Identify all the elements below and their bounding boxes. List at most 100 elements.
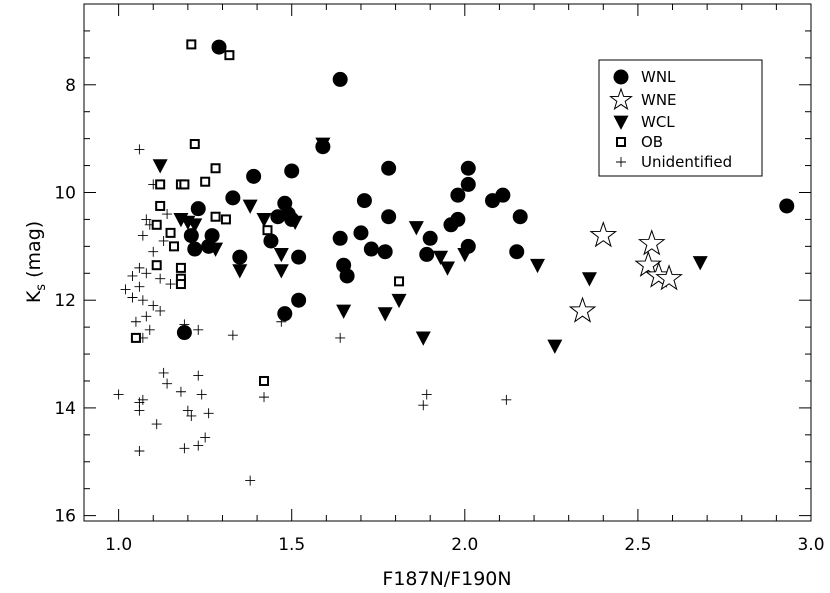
y-tick-label: 8: [65, 76, 76, 96]
point-unidentified: [148, 300, 159, 311]
point-wcl: [273, 248, 289, 263]
point-wnl: [277, 306, 293, 322]
point-unidentified: [158, 367, 169, 378]
point-ob: [165, 227, 176, 238]
point-unidentified: [144, 324, 155, 335]
data-points: [113, 39, 795, 486]
point-wnl: [201, 238, 217, 254]
point-ob: [186, 39, 197, 50]
point-wnl: [377, 244, 393, 260]
x-tick-label: 1.5: [278, 535, 305, 555]
y-axis-label: Ks (mag): [23, 221, 49, 303]
point-wcl: [377, 307, 393, 322]
point-wnl: [291, 249, 307, 265]
point-wnl: [779, 198, 795, 214]
point-wnl: [284, 163, 300, 179]
point-wne: [637, 229, 666, 256]
point-wcl: [232, 264, 248, 279]
x-tick-label: 3.0: [797, 535, 824, 555]
y-tick-label: 14: [54, 399, 76, 419]
point-ob: [155, 200, 166, 211]
point-unidentified: [175, 386, 186, 397]
point-unidentified: [120, 284, 131, 295]
point-wnl: [460, 238, 476, 254]
point-unidentified: [418, 400, 429, 411]
point-ob: [151, 219, 162, 230]
point-wcl: [187, 218, 203, 233]
point-unidentified: [196, 389, 207, 400]
point-unidentified: [127, 292, 138, 303]
legend-label-ob: OB: [641, 133, 663, 151]
point-wne: [568, 296, 597, 323]
point-wnl: [190, 201, 206, 217]
point-wnl: [291, 292, 307, 308]
point-unidentified: [141, 214, 152, 225]
point-wnl: [225, 190, 241, 206]
point-wnl: [339, 268, 355, 284]
point-wcl: [408, 221, 424, 236]
point-unidentified: [137, 394, 148, 405]
point-wne: [634, 250, 663, 277]
point-wnl: [460, 160, 476, 176]
point-unidentified: [148, 246, 159, 257]
series-ob: [130, 39, 405, 386]
point-wnl: [332, 71, 348, 87]
point-wcl: [581, 272, 597, 287]
point-wnl: [495, 187, 511, 203]
point-unidentified: [141, 311, 152, 322]
point-unidentified: [151, 419, 162, 430]
point-wnl: [332, 230, 348, 246]
series-wnl: [176, 39, 795, 341]
point-ob: [210, 211, 221, 222]
point-wnl: [315, 139, 331, 155]
y-axis-label-main: K: [23, 290, 45, 303]
point-wcl: [415, 331, 431, 346]
point-unidentified: [134, 281, 145, 292]
point-ob: [394, 276, 405, 287]
point-unidentified: [130, 316, 141, 327]
point-wnl: [381, 160, 397, 176]
point-unidentified: [141, 268, 152, 279]
point-ob: [130, 332, 141, 343]
point-wcl: [273, 264, 289, 279]
point-unidentified: [203, 408, 214, 419]
point-unidentified: [193, 324, 204, 335]
point-unidentified: [245, 475, 256, 486]
point-unidentified: [134, 144, 145, 155]
point-wne: [589, 221, 618, 248]
point-unidentified: [335, 332, 346, 343]
y-axis-label-unit: (mag): [23, 221, 45, 284]
point-unidentified: [134, 405, 145, 416]
point-wcl: [433, 250, 449, 265]
point-wnl: [211, 39, 227, 55]
legend-label-wne: WNE: [641, 91, 677, 109]
point-wnl: [176, 325, 192, 341]
legend: WNL WNE WCL OB Unidentified: [598, 59, 763, 177]
point-unidentified: [137, 295, 148, 306]
x-tick-label: 1.0: [105, 535, 132, 555]
y-axis-ticks: 8 10 12 14 16: [54, 30, 811, 527]
point-wnl: [187, 241, 203, 257]
point-wnl: [284, 211, 300, 227]
x-axis-label: F187N/F190N: [382, 568, 511, 590]
point-unidentified: [193, 370, 204, 381]
point-unidentified: [421, 389, 432, 400]
point-unidentified: [165, 279, 176, 290]
y-axis-label-subscript: s: [34, 284, 49, 291]
legend-marker-unidentified: [616, 157, 626, 167]
point-wnl: [263, 233, 279, 249]
legend-label-wcl: WCL: [641, 113, 675, 131]
y-tick-label: 12: [54, 291, 76, 311]
legend-label-unidentified: Unidentified: [641, 153, 732, 171]
point-ob: [179, 179, 190, 190]
point-wne: [655, 264, 683, 291]
point-ob: [151, 260, 162, 271]
point-ob: [189, 139, 200, 150]
legend-marker-wne: [609, 87, 633, 111]
point-wnl: [246, 168, 262, 184]
point-wnl: [450, 187, 466, 203]
x-tick-label: 2.5: [624, 535, 651, 555]
point-unidentified: [501, 394, 512, 405]
y-tick-label: 10: [54, 183, 76, 203]
point-wnl: [419, 246, 435, 262]
